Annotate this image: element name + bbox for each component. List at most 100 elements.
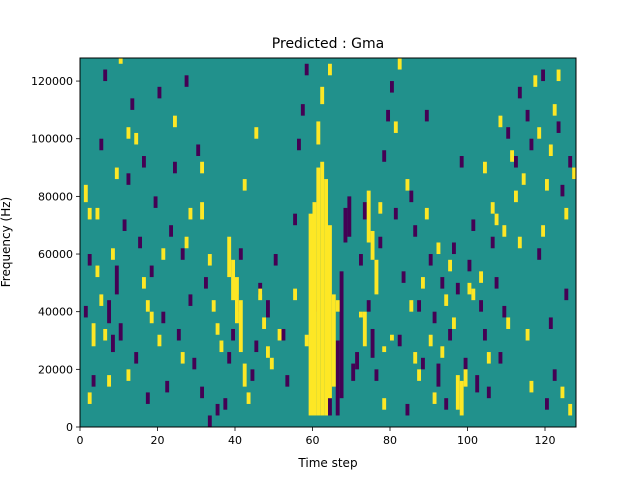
heatmap-cell-high xyxy=(161,248,166,260)
heatmap-cell-low xyxy=(397,334,402,347)
heatmap-cell-high xyxy=(498,115,503,128)
heatmap-cell-high xyxy=(545,179,549,191)
heatmap-cell-high xyxy=(432,392,437,404)
heatmap-cell-high xyxy=(145,300,150,312)
heatmap-cell-high xyxy=(173,115,177,128)
heatmap-cell-high xyxy=(494,213,499,226)
heatmap-cell-low xyxy=(556,121,561,133)
heatmap-cell-low xyxy=(130,98,135,110)
heatmap-cell-high xyxy=(238,300,243,353)
heatmap-cell-low xyxy=(161,311,166,324)
heatmap-cell-low xyxy=(560,184,565,197)
heatmap-cell-low xyxy=(304,63,309,76)
heatmap-cell-low xyxy=(498,352,503,364)
heatmap-cell-low xyxy=(366,300,371,312)
heatmap-cell-low xyxy=(436,363,441,387)
heatmap-cell-high xyxy=(405,179,410,191)
x-tick-label: 0 xyxy=(77,434,84,447)
heatmap-cell-high xyxy=(103,328,108,341)
heatmap-cell-low xyxy=(273,254,278,266)
heatmap-cell-low xyxy=(514,156,518,168)
heatmap-cell-high xyxy=(506,317,511,329)
heatmap-cell-high xyxy=(533,75,538,87)
heatmap-cell-low xyxy=(114,265,119,295)
heatmap-cell-low xyxy=(401,271,406,283)
heatmap-cell-high xyxy=(397,58,402,70)
y-tick-label: 0 xyxy=(66,421,73,434)
y-tick-label: 120000 xyxy=(31,75,73,88)
heatmap-cell-low xyxy=(471,219,476,231)
heatmap-cell-low xyxy=(529,138,534,151)
heatmap-cell-low xyxy=(440,277,445,289)
heatmap-cell-high xyxy=(572,167,577,180)
heatmap-cell-high xyxy=(328,63,332,76)
heatmap-cell-low xyxy=(351,363,356,381)
heatmap-cell-low xyxy=(328,398,332,416)
y-axis-label: Frequency (Hz) xyxy=(0,197,13,288)
heatmap-cell-high xyxy=(366,190,371,243)
heatmap-cell-high xyxy=(200,161,205,174)
y-tick-label: 40000 xyxy=(38,306,73,319)
heatmap-cell-high xyxy=(537,127,542,139)
heatmap-cell-low xyxy=(428,254,433,266)
heatmap-cell-low xyxy=(370,328,375,358)
heatmap-cell-high xyxy=(525,328,530,341)
heatmap-cell-high xyxy=(370,230,375,260)
heatmap-cell-low xyxy=(250,369,255,381)
heatmap-cell-low xyxy=(359,254,363,266)
heatmap-cell-high xyxy=(556,69,561,82)
heatmap-cell-low xyxy=(517,86,522,99)
heatmap-cell-low xyxy=(118,323,123,341)
heatmap-cell-low xyxy=(479,300,484,312)
heatmap-cell-high xyxy=(157,334,162,347)
heatmap-cell-high xyxy=(184,236,189,249)
heatmap-cell-low xyxy=(459,156,464,168)
heatmap-cell-high xyxy=(541,225,546,237)
heatmap-cell-low xyxy=(180,248,185,260)
heatmap-cell-high xyxy=(374,259,379,295)
heatmap-cell-high xyxy=(359,311,363,318)
heatmap-cell-high xyxy=(188,207,193,220)
heatmap-cell-high xyxy=(320,86,325,105)
heatmap-cells xyxy=(83,58,577,427)
heatmap-cell-low xyxy=(149,265,154,278)
heatmap-cell-low xyxy=(421,357,425,370)
heatmap-cell-high xyxy=(417,369,422,381)
heatmap-cell-high xyxy=(95,265,100,278)
heatmap-cell-low xyxy=(444,398,449,410)
heatmap-cell-high xyxy=(207,254,212,266)
heatmap-cell-high xyxy=(409,300,414,312)
x-tick-label: 100 xyxy=(457,434,478,447)
heatmap-cell-low xyxy=(285,375,290,387)
heatmap-cell-high xyxy=(428,334,433,347)
heatmap-cell-low xyxy=(545,398,549,410)
heatmap-cell-high xyxy=(335,300,340,312)
heatmap-cell-high xyxy=(242,363,247,387)
heatmap-cell-high xyxy=(382,346,387,353)
heatmap-cell-high xyxy=(231,259,236,301)
heatmap-cell-low xyxy=(196,144,201,157)
heatmap-cell-low xyxy=(541,69,546,82)
y-tick-label: 80000 xyxy=(38,190,73,203)
heatmap-cell-low xyxy=(231,328,236,341)
heatmap-cell-high xyxy=(568,403,573,416)
heatmap-cell-high xyxy=(452,317,456,329)
y-tick-label: 60000 xyxy=(38,248,73,261)
heatmap-cell-low xyxy=(215,403,220,416)
heatmap-cell-high xyxy=(382,398,387,410)
heatmap-cell-low xyxy=(343,207,348,243)
heatmap-cell-high xyxy=(486,352,491,364)
heatmap-cell-high xyxy=(467,282,472,295)
heatmap-cell-high xyxy=(514,190,518,203)
heatmap-cell-high xyxy=(304,334,309,347)
heatmap-cell-low xyxy=(188,294,193,306)
heatmap-cell-low xyxy=(126,173,131,185)
x-tick-label: 40 xyxy=(228,434,242,447)
heatmap-cell-high xyxy=(316,167,321,416)
heatmap-cell-high xyxy=(114,167,119,180)
heatmap-cell-high xyxy=(269,357,274,370)
heatmap-cell-high xyxy=(95,207,100,220)
heatmap-cell-low xyxy=(483,328,487,341)
heatmap-cell-low xyxy=(91,375,96,387)
heatmap-cell-high xyxy=(502,225,507,237)
